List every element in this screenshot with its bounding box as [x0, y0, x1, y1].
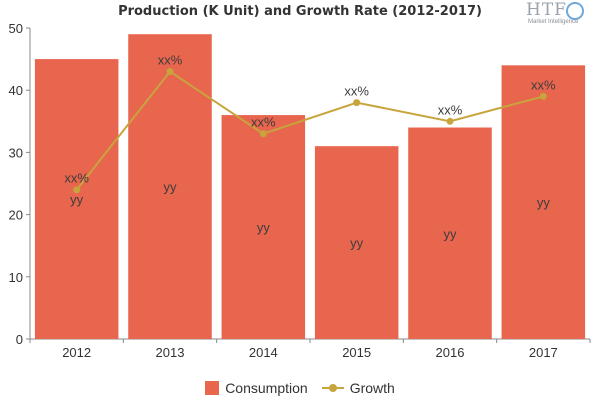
- growth-point-2017[interactable]: [539, 92, 547, 100]
- x-tick-label-2015: 2015: [342, 345, 371, 360]
- growth-point-2016[interactable]: [446, 117, 454, 125]
- growth-data-label-2017: xx%: [531, 77, 556, 92]
- y-tick-label-3: 30: [9, 145, 23, 160]
- x-tick-label-2012: 2012: [62, 345, 91, 360]
- logo-subtext: Market Intelligence: [528, 19, 579, 25]
- legend-label-growth: Growth: [349, 380, 395, 396]
- bar-consumption-2015[interactable]: [314, 146, 399, 339]
- chart-title: Production (K Unit) and Growth Rate (201…: [118, 4, 482, 19]
- legend-label-consumption: Consumption: [225, 380, 308, 396]
- growth-point-2015[interactable]: [353, 99, 361, 107]
- growth-point-2014[interactable]: [259, 130, 267, 138]
- growth-line: [75, 70, 544, 191]
- bar-data-label-2015: yy: [350, 236, 364, 251]
- bar-consumption-2014[interactable]: [221, 115, 306, 339]
- bar-consumption-2013[interactable]: [128, 34, 212, 339]
- bar-data-label-2012: yy: [70, 192, 84, 207]
- y-tick-label-0: 0: [16, 332, 23, 347]
- legend-item-growth[interactable]: Growth: [321, 380, 395, 396]
- growth-data-label-2013: xx%: [158, 53, 183, 68]
- legend: Consumption Growth: [0, 378, 600, 398]
- growth-data-label-2014: xx%: [251, 115, 276, 130]
- x-tick-label-2017: 2017: [529, 345, 558, 360]
- x-tick-label-2014: 2014: [249, 345, 278, 360]
- legend-swatch-consumption: [205, 381, 220, 395]
- growth-data-label-2016: xx%: [438, 102, 463, 117]
- y-tick-label-5: 50: [9, 21, 23, 36]
- bar-consumption-2012[interactable]: [34, 59, 119, 339]
- growth-data-label-2012: xx%: [64, 171, 89, 186]
- legend-swatch-growth: [321, 381, 344, 395]
- htf-logo: HTF Market Intelligence: [526, 0, 590, 30]
- globe-icon: [566, 2, 584, 20]
- y-tick-label-4: 40: [9, 83, 23, 98]
- legend-item-consumption[interactable]: Consumption: [205, 380, 308, 396]
- y-tick-label-1: 10: [9, 270, 23, 285]
- x-tick-label-2016: 2016: [436, 345, 465, 360]
- bar-consumption-2016[interactable]: [408, 127, 492, 340]
- y-tick-label-2: 20: [9, 208, 23, 223]
- bar-data-label-2014: yy: [257, 220, 271, 235]
- bar-data-label-2017: yy: [537, 195, 551, 210]
- bar-data-label-2016: yy: [444, 226, 458, 241]
- bar-data-label-2013: yy: [164, 180, 178, 195]
- logo-text: HTF: [526, 0, 567, 20]
- bar-consumption-2017[interactable]: [501, 65, 586, 339]
- growth-point-2013[interactable]: [166, 68, 174, 76]
- x-tick-label-2013: 2013: [156, 345, 185, 360]
- growth-data-label-2015: xx%: [344, 84, 369, 99]
- growth-point-2012[interactable]: [73, 186, 81, 194]
